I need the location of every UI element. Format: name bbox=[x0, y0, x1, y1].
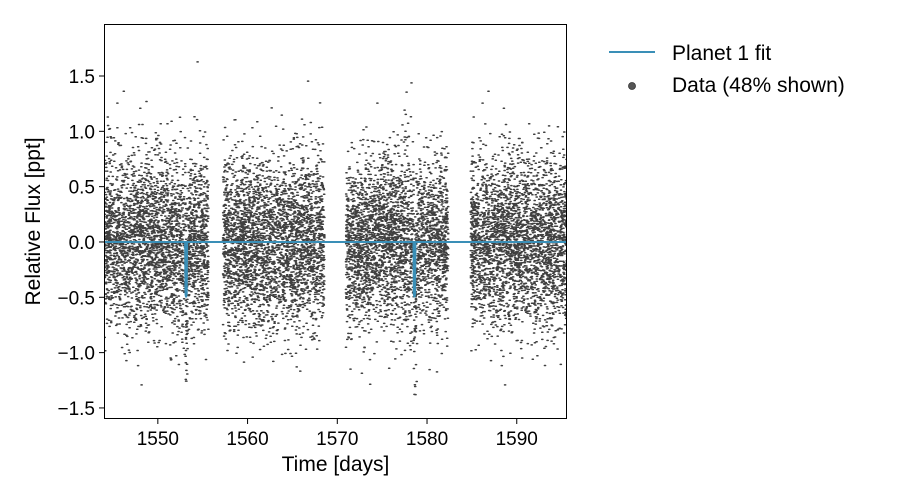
legend-label-fit: Planet 1 fit bbox=[672, 42, 771, 65]
y-tick-label: 0.5 bbox=[69, 178, 95, 199]
data-points bbox=[104, 61, 567, 396]
y-tick-label: 1.0 bbox=[69, 122, 95, 143]
y-tick-label: 1.5 bbox=[69, 67, 95, 88]
legend-data-point-swatch bbox=[628, 82, 636, 90]
legend-label-data: Data (48% shown) bbox=[672, 74, 845, 97]
y-tick-label: 0.0 bbox=[69, 233, 95, 254]
x-tick-label: 1580 bbox=[406, 429, 448, 450]
x-tick-label: 1560 bbox=[226, 429, 268, 450]
y-axis-label: Relative Flux [ppt] bbox=[22, 137, 45, 305]
x-tick-label: 1550 bbox=[137, 429, 179, 450]
plot-frame bbox=[104, 24, 567, 419]
x-tick-label: 1590 bbox=[496, 429, 538, 450]
legend: Planet 1 fit Data (48% shown) bbox=[609, 42, 845, 97]
y-tick-label: −1.5 bbox=[57, 399, 95, 420]
data-points-layer bbox=[104, 61, 567, 396]
x-axis-label: Time [days] bbox=[282, 453, 390, 476]
y-tick-label: −1.0 bbox=[57, 344, 95, 365]
x-axis-ticks: 1550 1560 1570 1580 1590 bbox=[137, 419, 538, 450]
planet-1-fit-line bbox=[104, 241, 567, 298]
y-axis-ticks: −1.5 −1.0 −0.5 0.0 0.5 1.0 1.5 bbox=[57, 67, 104, 420]
y-tick-label: −0.5 bbox=[57, 288, 95, 309]
x-tick-label: 1570 bbox=[316, 429, 358, 450]
fit-line-layer bbox=[104, 241, 567, 298]
